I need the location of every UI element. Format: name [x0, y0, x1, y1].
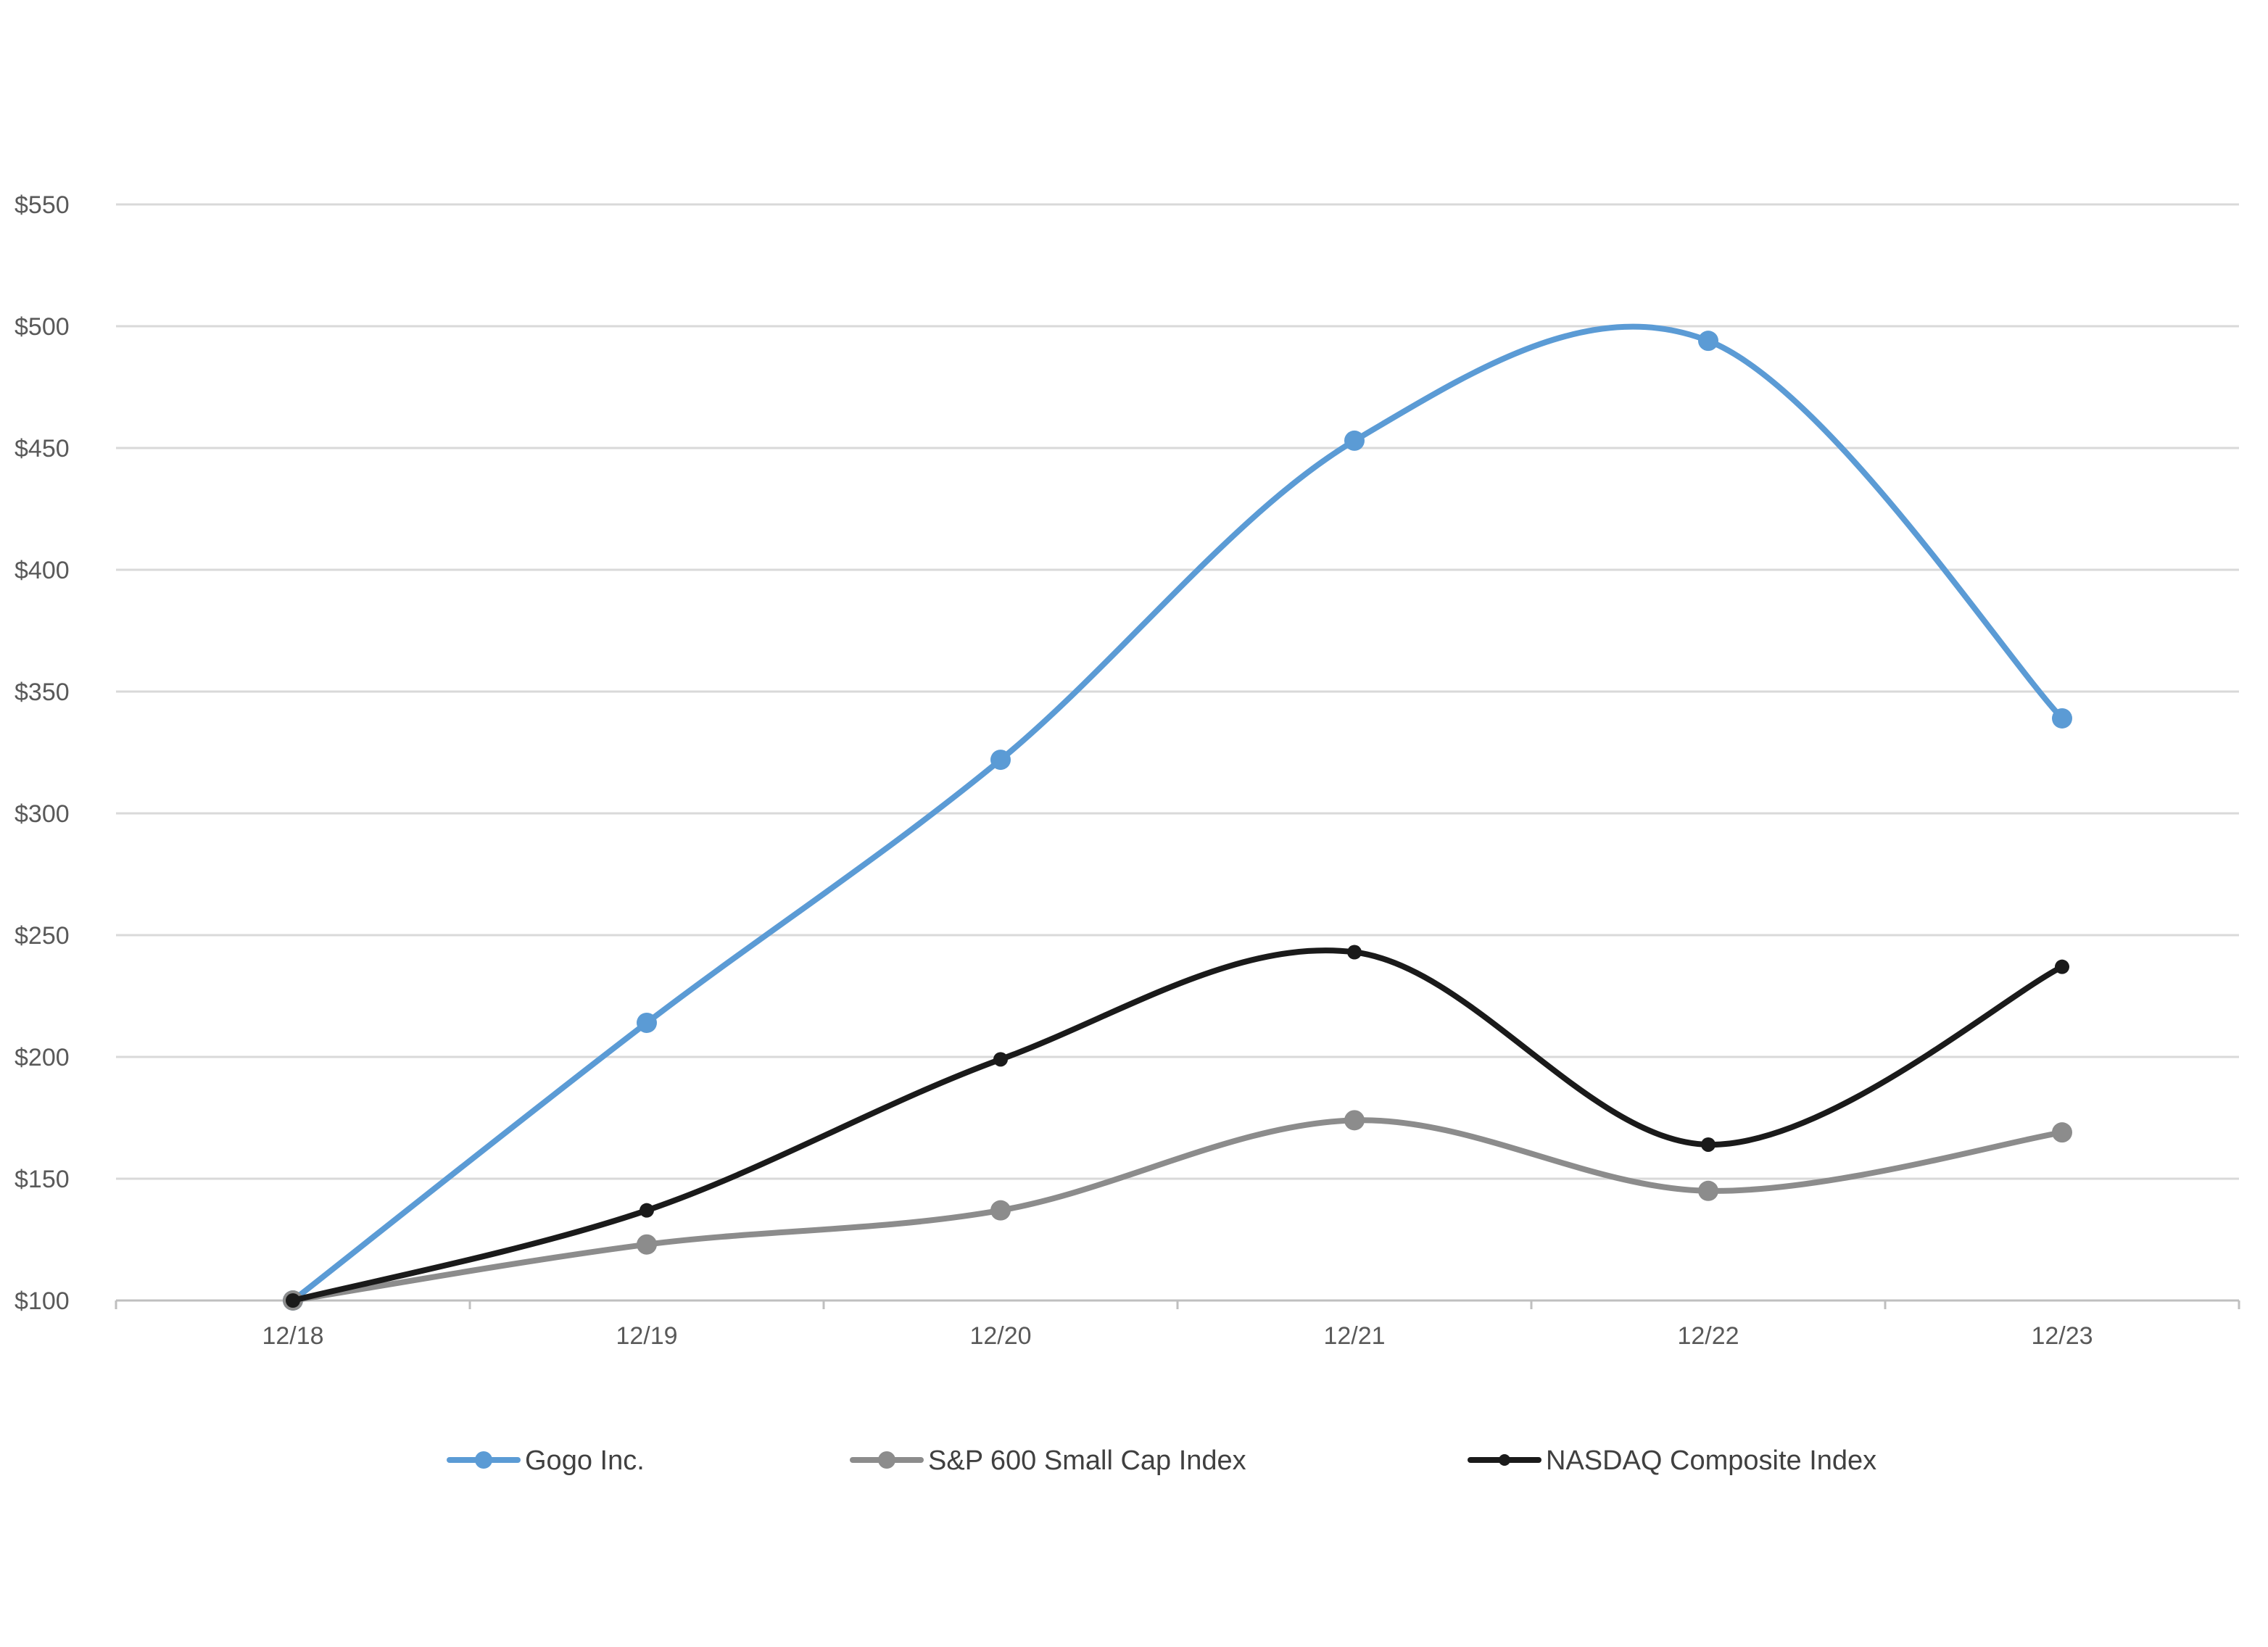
series-s-p-600-small-cap-index [283, 1110, 2072, 1311]
y-tick-label: $550 [15, 191, 70, 219]
y-tick-label: $400 [15, 557, 70, 584]
y-tick-label: $300 [15, 800, 70, 828]
data-point [1347, 945, 1362, 960]
y-tick-label: $500 [15, 313, 70, 341]
data-point [2055, 959, 2069, 974]
data-point [1701, 1137, 1716, 1152]
data-point [286, 1293, 300, 1308]
legend-item: S&P 600 Small Cap Index [850, 1445, 1246, 1476]
series-line [290, 323, 2065, 1303]
y-tick-label: $250 [15, 922, 70, 950]
y-tick-label: $100 [15, 1287, 70, 1315]
y-axis-ticks: $100 $150 $200 $250 $300 $350 $400 $450 $500 $550 [15, 191, 70, 1315]
data-point [1344, 1110, 1365, 1131]
legend-label: Gogo Inc. [525, 1445, 645, 1476]
data-point [1698, 1180, 1718, 1201]
legend-swatch-marker [1499, 1454, 1510, 1466]
data-point [2052, 1122, 2072, 1143]
data-point [640, 1203, 654, 1218]
series-line [290, 1117, 2065, 1303]
data-point [1698, 331, 1718, 352]
x-tick-label: 12/19 [616, 1322, 677, 1350]
data-point [993, 1052, 1008, 1067]
series-nasdaq-composite-index [286, 945, 2069, 1308]
data-point [637, 1012, 657, 1033]
y-tick-label: $150 [15, 1166, 70, 1193]
legend: Gogo Inc. S&P 600 Small Cap Index NASDAQ C… [447, 1445, 1876, 1476]
legend-item: Gogo Inc. [447, 1445, 645, 1476]
series-lines [283, 323, 2072, 1311]
data-point [990, 1200, 1011, 1221]
series-gogo-inc [283, 323, 2072, 1311]
series-line [290, 947, 2065, 1303]
legend-swatch-marker [475, 1451, 492, 1469]
x-tick-label: 12/20 [969, 1322, 1031, 1350]
x-axis [115, 1299, 2240, 1309]
x-tick-label: 12/23 [2031, 1322, 2093, 1350]
x-tick-label: 12/21 [1323, 1322, 1385, 1350]
x-axis-ticks: 12/18 12/19 12/20 12/21 12/22 12/23 [262, 1322, 2093, 1350]
legend-label: S&P 600 Small Cap Index [928, 1445, 1246, 1476]
x-tick-label: 12/22 [1677, 1322, 1739, 1350]
legend-swatch-marker [878, 1451, 895, 1469]
legend-item: NASDAQ Composite Index [1468, 1445, 1876, 1476]
data-point [990, 750, 1011, 771]
y-tick-label: $350 [15, 679, 70, 706]
y-tick-label: $450 [15, 435, 70, 462]
legend-label: NASDAQ Composite Index [1546, 1445, 1876, 1476]
y-tick-label: $200 [15, 1044, 70, 1071]
data-point [1344, 430, 1365, 451]
data-point [637, 1234, 657, 1255]
data-point [2052, 708, 2072, 729]
x-tick-label: 12/18 [262, 1322, 323, 1350]
grid [116, 203, 2239, 1180]
